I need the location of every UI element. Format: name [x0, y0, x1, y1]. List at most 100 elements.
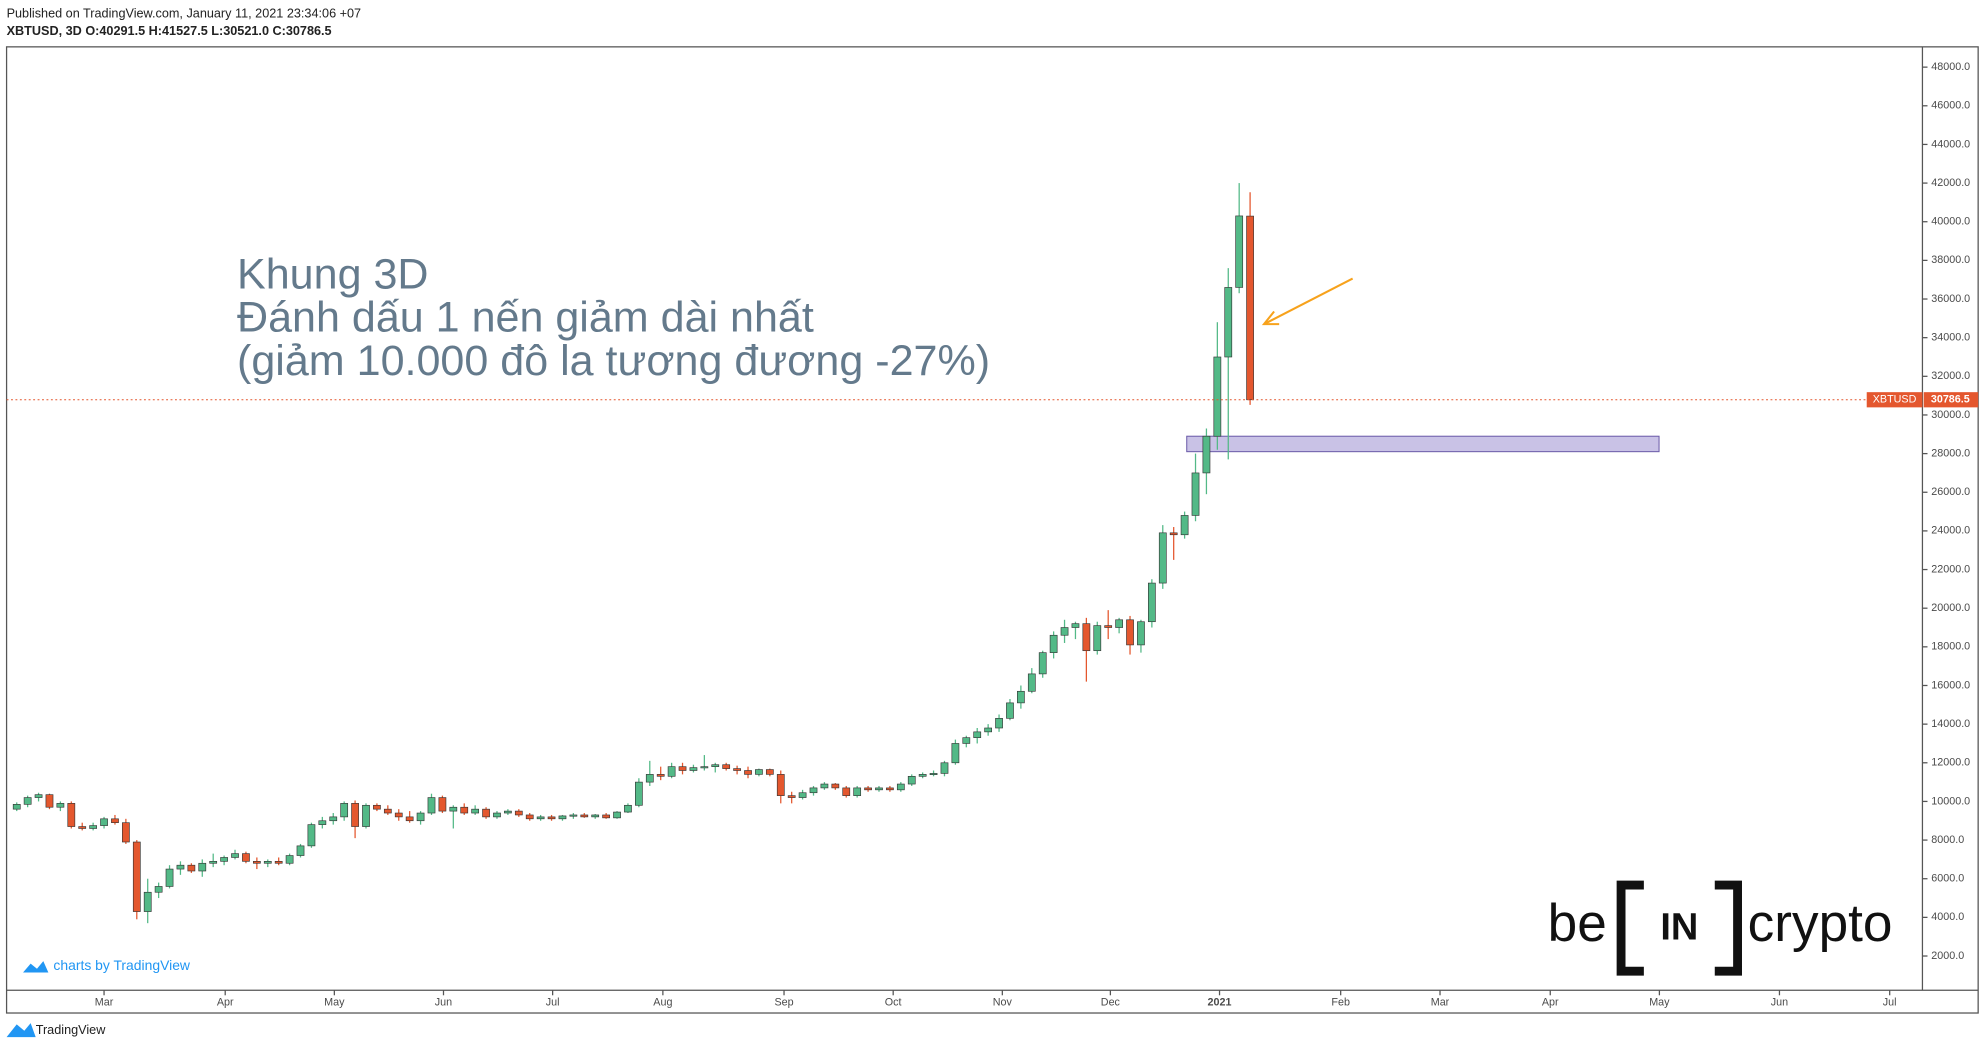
y-tick-label: 24000.0 [1931, 525, 1970, 537]
candle-body [438, 797, 447, 812]
logo-text: crypto [1748, 894, 1893, 953]
candle-body [329, 816, 338, 822]
logo: be IN crypto [1548, 880, 1893, 976]
candle-body [842, 787, 851, 796]
candle-body [132, 841, 141, 912]
candle-body [209, 861, 218, 864]
candle-body [602, 814, 610, 819]
y-tick-label: 14000.0 [1931, 718, 1970, 730]
symbol-legend: XBTUSD, 3D O:40291.5 H:41527.5 L:30521.0… [7, 24, 332, 38]
candle-body [351, 803, 359, 827]
x-tick-label: Apr [1542, 997, 1559, 1009]
candle-body [383, 808, 392, 814]
plot [6, 183, 1923, 924]
price-tag-symbol: XBTUSD [1873, 394, 1917, 406]
candle-body [918, 774, 927, 777]
candle-body [1224, 287, 1233, 358]
candle-body [176, 864, 185, 870]
candle-body [220, 857, 228, 862]
candle-body [89, 825, 97, 829]
x-tick-label: Mar [95, 997, 114, 1009]
candle-body [1235, 215, 1244, 288]
candle-body [667, 766, 676, 777]
candle-body [624, 804, 632, 813]
candle-body [34, 794, 43, 798]
candle-body [1137, 621, 1145, 646]
candle-body [427, 797, 436, 814]
arrow [1261, 277, 1354, 326]
y-tick-label: 4000.0 [1931, 911, 1964, 923]
credit-text: charts by TradingView [53, 957, 191, 973]
candle-body [689, 767, 698, 771]
candle-body [886, 787, 894, 791]
candle-body [635, 781, 643, 806]
candle-body [252, 861, 261, 864]
candle-body [558, 815, 567, 820]
candle-body [973, 731, 982, 738]
candle-body [460, 806, 469, 814]
candle-body [656, 774, 665, 777]
y-tick-label: 28000.0 [1931, 447, 1970, 459]
y-tick-label: 8000.0 [1931, 834, 1964, 846]
x-tick-label: May [1649, 997, 1670, 1009]
candle-body [722, 764, 731, 769]
candle-body [1126, 619, 1134, 646]
candle-body [373, 804, 381, 810]
candle-body [591, 814, 600, 818]
x-tick-label: Apr [217, 997, 234, 1009]
logo-text: IN [1660, 906, 1698, 948]
candle-body [1158, 532, 1167, 584]
candle-body [962, 737, 971, 744]
candle-body [1115, 619, 1123, 628]
price-tag-box [1866, 392, 1923, 408]
x-tick-label: Jun [1771, 997, 1788, 1009]
candle-body [580, 814, 589, 818]
candle-body [122, 822, 130, 843]
x-tick-label: Feb [1331, 997, 1350, 1009]
candle-body [242, 853, 250, 862]
candle-body [1017, 690, 1025, 704]
annotation-line: (giảm 10.000 đô la tương đương -27%) [237, 337, 990, 385]
candle-body [394, 812, 403, 818]
candle-body [776, 774, 785, 796]
candle-body [875, 787, 883, 791]
candle-body [711, 764, 720, 767]
y-tick-label: 46000.0 [1931, 100, 1970, 112]
candle-body [111, 818, 119, 824]
footer: TradingView [6, 1023, 106, 1037]
candle-body [493, 812, 501, 818]
candle-body [1093, 625, 1102, 652]
y-tick-label: 40000.0 [1931, 216, 1970, 228]
candle-body [831, 783, 840, 789]
candle-body [154, 886, 163, 893]
candle-body [1027, 673, 1036, 692]
candle-body [613, 811, 621, 819]
candle-body [536, 816, 545, 820]
candle-body [318, 820, 327, 825]
candle-body [864, 787, 872, 791]
candle-body [198, 862, 207, 872]
candle-body [1038, 652, 1047, 675]
candle-body [405, 816, 414, 822]
candle-body [744, 770, 752, 775]
candle-body [1202, 435, 1211, 474]
candle-body [984, 727, 993, 733]
x-tick-label: Nov [993, 997, 1013, 1009]
y-tick-label: 26000.0 [1931, 486, 1970, 498]
candle-body [755, 769, 763, 775]
y-tick-label: 44000.0 [1931, 138, 1970, 150]
candle-body [78, 826, 87, 829]
price-tag-box [1923, 392, 1979, 408]
candle-body [809, 787, 818, 794]
x-tick-label: Aug [653, 997, 672, 1009]
candle-body [100, 818, 108, 826]
y-tick-label: 48000.0 [1931, 61, 1970, 73]
y-tick-label: 20000.0 [1931, 602, 1970, 614]
credit: charts by TradingView [23, 957, 191, 973]
x-tick-label: Jun [435, 997, 452, 1009]
x-tick-label: Sep [774, 997, 793, 1009]
y-tick-label: 32000.0 [1931, 370, 1970, 382]
candle-body [45, 794, 54, 808]
candle-body [645, 774, 654, 783]
